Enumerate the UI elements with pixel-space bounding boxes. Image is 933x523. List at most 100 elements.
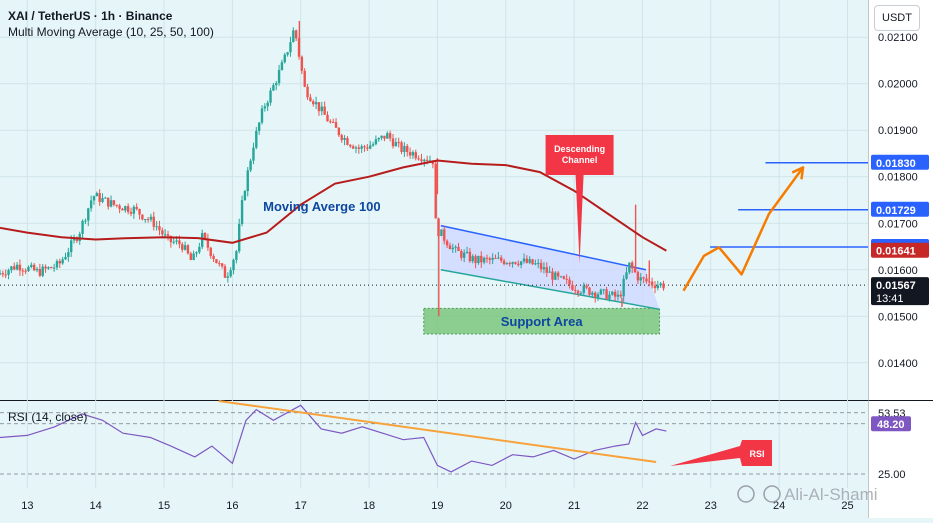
candle-body bbox=[568, 279, 571, 285]
rsi-title[interactable]: RSI (14, close) bbox=[8, 410, 88, 424]
x-tick-label: 14 bbox=[90, 500, 102, 512]
descending-channel-fill bbox=[440, 225, 660, 310]
candle-body bbox=[596, 294, 600, 298]
candle-body bbox=[585, 285, 588, 288]
candle-body bbox=[548, 271, 551, 273]
rsi-callout-label: RSI bbox=[749, 449, 764, 459]
candle-body bbox=[47, 267, 50, 269]
candle-body bbox=[468, 251, 472, 262]
candle-body bbox=[260, 108, 264, 123]
candle-body bbox=[266, 102, 269, 107]
indicator-line[interactable]: Multi Moving Average (10, 25, 50, 100) bbox=[8, 25, 214, 39]
candle-body bbox=[183, 245, 187, 250]
candle-body bbox=[648, 281, 651, 283]
candle-body bbox=[360, 146, 363, 149]
candle-body bbox=[72, 238, 76, 241]
candle-body bbox=[223, 266, 227, 278]
candle-body bbox=[235, 251, 238, 260]
candle-body bbox=[397, 142, 400, 144]
symbol-line[interactable]: XAI / TetherUS · 1h · Binance bbox=[8, 9, 173, 23]
candle-body bbox=[44, 266, 47, 269]
y-tick-label: 0.01700 bbox=[878, 218, 918, 230]
candle-body bbox=[306, 86, 309, 98]
candle-body bbox=[616, 294, 620, 297]
candle-body bbox=[163, 234, 167, 236]
candle-body bbox=[403, 146, 406, 152]
candle-body bbox=[337, 127, 341, 136]
candle-body bbox=[158, 226, 161, 231]
candle-body bbox=[545, 267, 548, 273]
candle-body bbox=[565, 278, 568, 280]
candle-body bbox=[414, 152, 417, 159]
candle-body bbox=[141, 214, 144, 220]
candle-body bbox=[126, 206, 130, 213]
x-tick-label: 24 bbox=[773, 500, 785, 512]
candle-body bbox=[462, 252, 466, 258]
candle-body bbox=[377, 137, 380, 140]
candle-body bbox=[1, 273, 5, 275]
candle-body bbox=[226, 276, 230, 278]
candle-body bbox=[477, 255, 480, 264]
y-tick-label: 0.01500 bbox=[878, 311, 918, 323]
candle-body bbox=[574, 289, 577, 291]
x-tick-label: 21 bbox=[568, 500, 580, 512]
candle-body bbox=[334, 122, 338, 128]
candle-body bbox=[371, 144, 375, 146]
candle-body bbox=[203, 233, 207, 239]
candle-body bbox=[525, 258, 529, 263]
watermark: Ali-Al-Shami bbox=[784, 485, 878, 504]
price-tag-0-bg bbox=[871, 154, 929, 170]
candle-body bbox=[437, 218, 440, 237]
candle-body bbox=[656, 285, 660, 289]
candle-body bbox=[152, 216, 155, 227]
candle-body bbox=[218, 263, 221, 265]
candle-body bbox=[10, 266, 13, 271]
candle-body bbox=[417, 158, 420, 160]
current-price-tag-label: 0.01567 bbox=[876, 280, 916, 292]
x-tick-label: 17 bbox=[295, 500, 307, 512]
candle-body bbox=[534, 263, 537, 265]
price-tag-3-bg bbox=[871, 242, 929, 258]
candle-body bbox=[15, 264, 19, 270]
candle-body bbox=[542, 267, 546, 270]
candle-body bbox=[67, 252, 70, 257]
candle-body bbox=[582, 285, 585, 293]
rsi-callout: RSI bbox=[670, 440, 772, 466]
candle-body bbox=[522, 258, 526, 262]
candle-body bbox=[255, 130, 258, 148]
candle-body bbox=[408, 152, 412, 156]
candle-body bbox=[329, 121, 332, 123]
candle-body bbox=[109, 200, 113, 207]
ma100-line bbox=[0, 159, 667, 252]
candle-body bbox=[619, 294, 623, 297]
candle-body bbox=[257, 122, 261, 131]
candle-body bbox=[175, 240, 178, 242]
candle-body bbox=[320, 106, 323, 112]
candle-body bbox=[537, 262, 540, 264]
candle-body bbox=[112, 200, 116, 205]
ma-annotation: Moving Averge 100 bbox=[263, 199, 381, 214]
candle-body bbox=[61, 259, 64, 264]
candle-body bbox=[104, 197, 107, 199]
candle-body bbox=[454, 246, 457, 248]
candle-body bbox=[238, 223, 241, 252]
candle-body bbox=[488, 258, 492, 260]
candle-body bbox=[659, 283, 662, 286]
support-area-label: Support Area bbox=[501, 314, 584, 329]
candle-body bbox=[297, 38, 301, 57]
currency-button[interactable]: USDT bbox=[874, 5, 920, 31]
candle-body bbox=[166, 234, 170, 236]
candle-body bbox=[252, 147, 255, 161]
candle-body bbox=[138, 209, 141, 215]
candle-body bbox=[593, 292, 597, 298]
candle-body bbox=[38, 268, 42, 276]
candle-body bbox=[58, 261, 62, 264]
candle-body bbox=[263, 106, 267, 109]
candle-body bbox=[292, 30, 295, 43]
candle-body bbox=[198, 246, 201, 253]
candle-body bbox=[200, 233, 204, 247]
candle-body bbox=[317, 102, 321, 112]
candle-body bbox=[286, 52, 289, 55]
candle-body bbox=[275, 83, 278, 86]
